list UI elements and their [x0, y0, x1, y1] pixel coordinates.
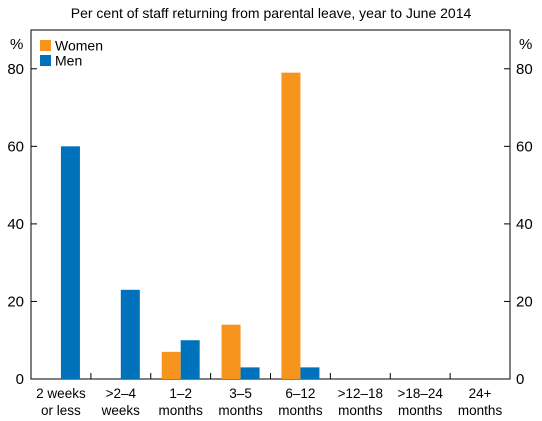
- left-tick-label: 80: [7, 61, 24, 78]
- category-label-line2: months: [458, 403, 503, 418]
- right-axis-unit: %: [519, 36, 532, 53]
- category-label-line1: 2 weeks: [36, 386, 86, 401]
- chart-title: Per cent of staff returning from parenta…: [70, 5, 472, 21]
- bar-men: [240, 367, 260, 379]
- left-tick-label: 20: [7, 293, 24, 310]
- right-tick-label: 0: [516, 371, 524, 388]
- bar-men: [120, 289, 140, 379]
- category-label-line1: 24+: [469, 386, 492, 401]
- legend-label: Women: [55, 38, 103, 54]
- bar-women: [161, 351, 181, 379]
- left-tick-label: 40: [7, 216, 24, 233]
- category-label-line2: months: [278, 403, 323, 418]
- right-tick-label: 60: [516, 138, 533, 155]
- right-axis-ticks: 0 20 40 60 80: [504, 61, 533, 388]
- bar-women: [281, 72, 301, 380]
- bar-men: [300, 367, 320, 379]
- left-tick-label: 0: [16, 371, 24, 388]
- category-label-line2: months: [159, 403, 204, 418]
- right-tick-label: 20: [516, 293, 533, 310]
- category-labels: 2 weeks or less >2–4 weeks 1–2 months 3–5 month…: [36, 373, 502, 418]
- left-axis-unit: %: [10, 36, 23, 53]
- left-axis-ticks: 0 20 40 60 80: [7, 61, 37, 388]
- bar-men: [60, 146, 80, 379]
- category-label-line2: weeks: [101, 403, 141, 418]
- plot-frame: [30, 29, 511, 380]
- category-label-line1: 6–12: [285, 386, 315, 401]
- bar-women: [221, 324, 241, 379]
- category-label-line1: >18–24: [397, 386, 443, 401]
- bar-men: [180, 340, 200, 379]
- category-label-line2: months: [398, 403, 443, 418]
- category-label-line1: >12–18: [338, 386, 383, 401]
- category-label-line2: months: [338, 403, 383, 418]
- legend-swatch: [40, 55, 51, 66]
- category-label-line2: months: [218, 403, 263, 418]
- bars: [60, 72, 320, 380]
- category-label-line1: 1–2: [169, 386, 192, 401]
- right-tick-label: 80: [516, 61, 533, 78]
- category-label-line1: >2–4: [106, 386, 137, 401]
- left-tick-label: 60: [7, 138, 24, 155]
- legend-label: Men: [55, 53, 82, 69]
- right-tick-label: 40: [516, 216, 533, 233]
- category-label-line2: or less: [41, 403, 81, 418]
- category-label-line1: 3–5: [229, 386, 252, 401]
- legend-swatch: [40, 40, 51, 51]
